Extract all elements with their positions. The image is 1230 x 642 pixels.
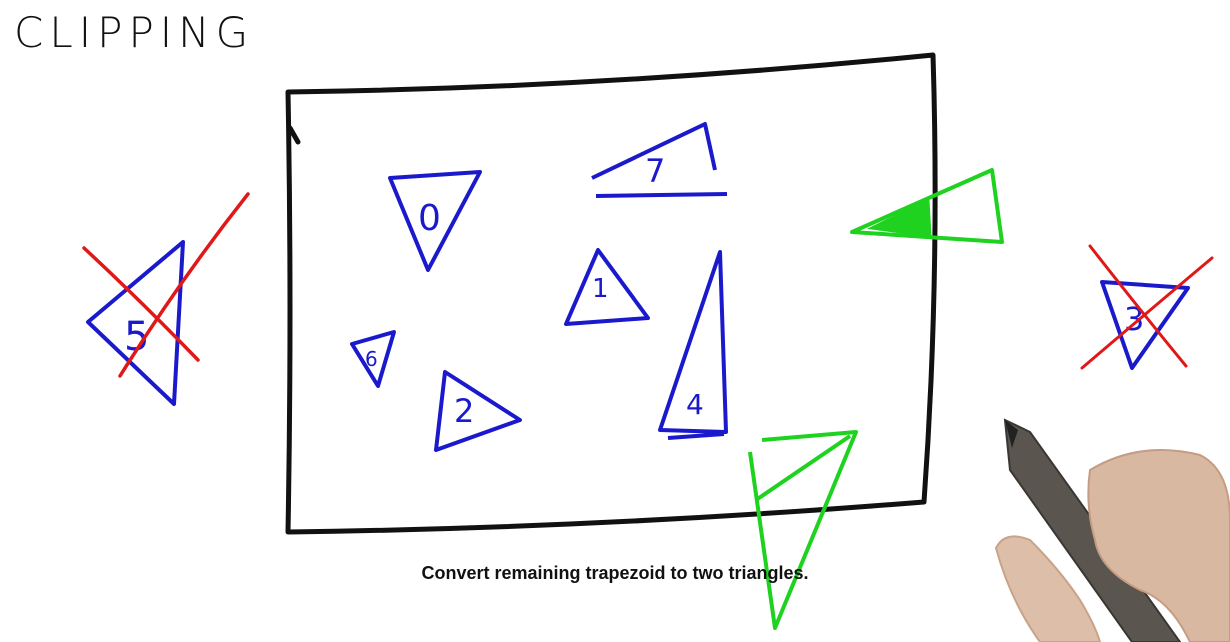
- slide-title: CLIPPING: [14, 8, 255, 57]
- triangle-7-label: 7: [645, 152, 665, 190]
- clipped-region-shading: [866, 197, 932, 238]
- triangle-5: 5: [82, 192, 250, 406]
- hand-icon: [994, 449, 1230, 642]
- cross-out-mark-3: [1080, 244, 1214, 370]
- triangle-4-label: 4: [686, 388, 704, 421]
- cross-out-mark-5: [82, 192, 250, 378]
- caption: Convert remaining trapezoid to two trian…: [421, 563, 809, 583]
- triangle-4: 4: [658, 250, 728, 440]
- triangle-1-label: 1: [592, 274, 609, 304]
- triangle-1: 1: [564, 248, 650, 326]
- triangle-7: 7: [591, 122, 728, 198]
- triangle-0: 0: [388, 170, 482, 272]
- triangle-6-label: 6: [365, 347, 378, 371]
- triangle-6: 6: [350, 330, 396, 388]
- clipped-triangle-bottom: [748, 430, 858, 630]
- triangle-2: 2: [434, 370, 522, 452]
- triangle-0-label: 0: [418, 198, 441, 239]
- clipped-triangle-right: [850, 168, 1004, 244]
- screen-frame: [285, 52, 938, 535]
- triangle-2-label: 2: [454, 392, 474, 430]
- triangle-3: 3: [1080, 244, 1214, 370]
